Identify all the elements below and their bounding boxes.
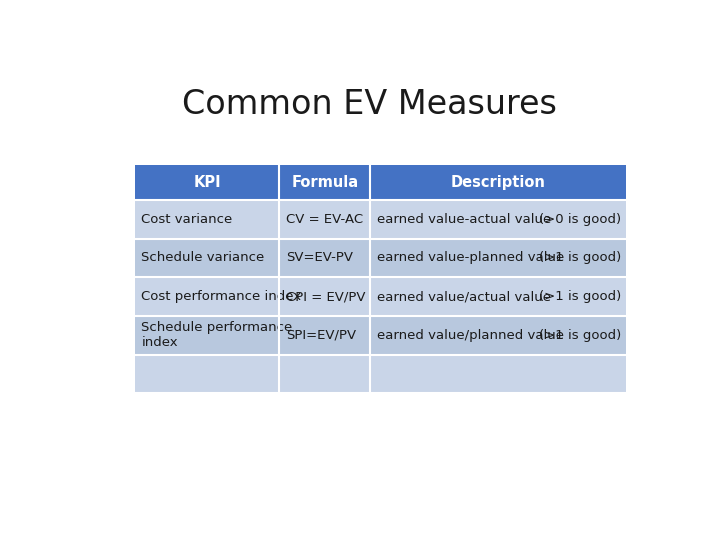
Text: Formula: Formula	[292, 175, 359, 190]
Bar	[135, 239, 626, 277]
Text: (>0 is good): (>0 is good)	[539, 213, 621, 226]
Text: (>1 is good): (>1 is good)	[539, 329, 621, 342]
Text: earned value/planned value: earned value/planned value	[377, 329, 564, 342]
Bar	[135, 316, 626, 355]
Text: Description: Description	[451, 175, 546, 190]
Bar	[370, 165, 626, 200]
Text: SPI=EV/PV: SPI=EV/PV	[286, 329, 356, 342]
Text: earned value/actual value: earned value/actual value	[377, 290, 551, 303]
Text: (>1 is good): (>1 is good)	[539, 290, 621, 303]
Text: Cost variance: Cost variance	[141, 213, 233, 226]
Text: Schedule variance: Schedule variance	[141, 252, 264, 265]
Bar	[279, 165, 370, 200]
Text: KPI: KPI	[193, 175, 221, 190]
Text: earned value-planned value: earned value-planned value	[377, 252, 564, 265]
Text: (>1 is good): (>1 is good)	[539, 252, 621, 265]
Text: CPI = EV/PV: CPI = EV/PV	[286, 290, 366, 303]
Text: SV=EV-PV: SV=EV-PV	[286, 252, 354, 265]
Text: Cost performance index: Cost performance index	[141, 290, 302, 303]
Bar	[135, 355, 626, 393]
Bar	[135, 200, 626, 239]
Text: Common EV Measures: Common EV Measures	[181, 88, 557, 121]
Text: Schedule performance
index: Schedule performance index	[141, 321, 292, 349]
Text: earned value-actual value: earned value-actual value	[377, 213, 552, 226]
Bar	[135, 165, 279, 200]
Bar	[135, 277, 626, 316]
Text: CV = EV-AC: CV = EV-AC	[286, 213, 364, 226]
